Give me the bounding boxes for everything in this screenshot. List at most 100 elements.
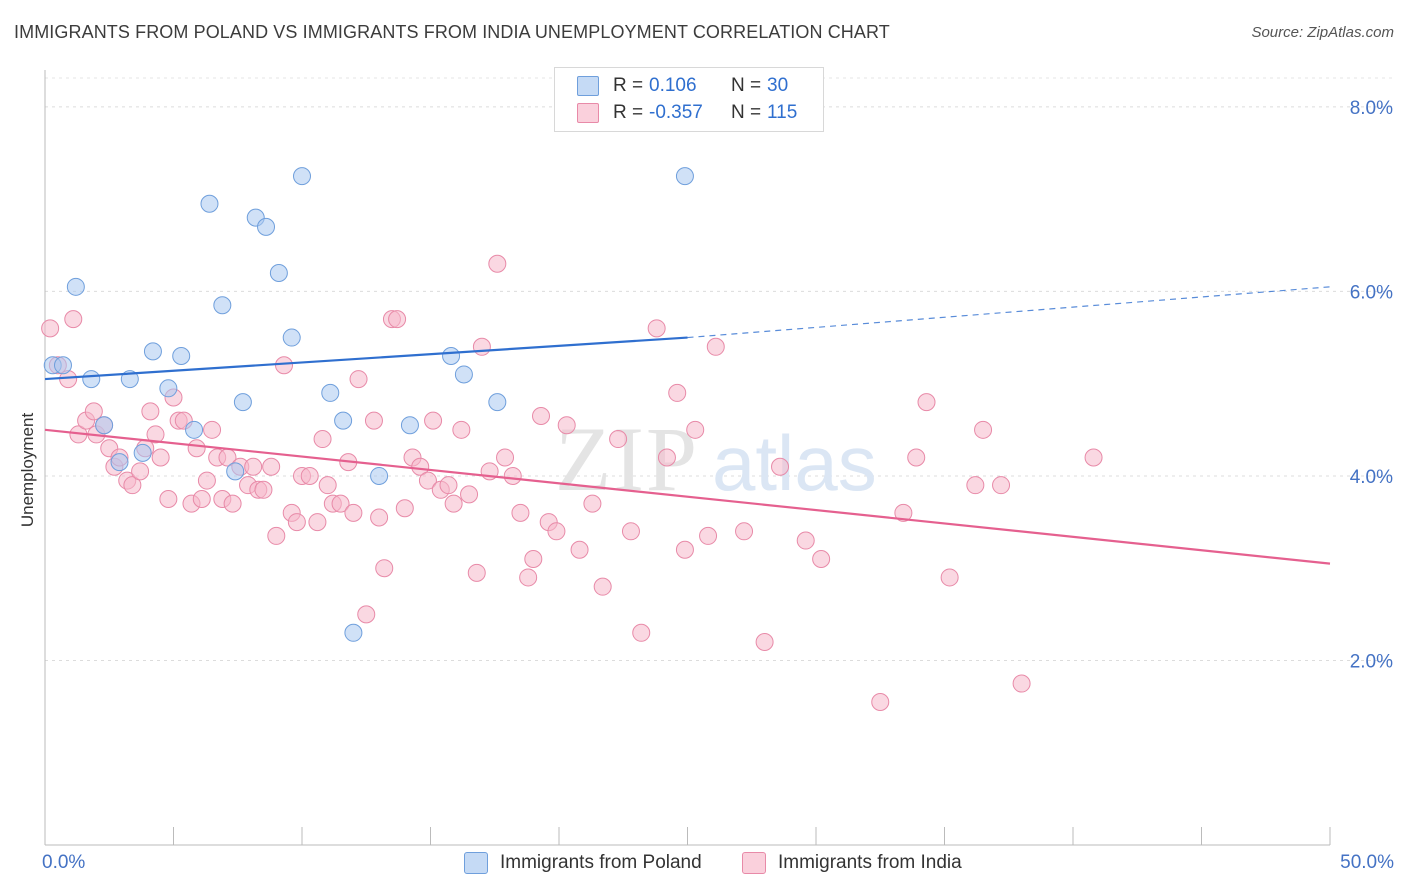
india-point [344, 503, 363, 522]
series-legend-india: Immigrants from India [742, 852, 962, 874]
india-point [123, 476, 142, 495]
series-legend-label-poland: Immigrants from Poland [500, 852, 702, 873]
poland-point [488, 393, 507, 412]
series-poland [43, 167, 694, 642]
india-point [146, 425, 165, 444]
india-point [287, 513, 306, 532]
legend-r-value: 0.106 [649, 75, 697, 96]
x-tick-label-max: 50.0% [1340, 852, 1394, 873]
poland-point [226, 462, 245, 481]
poland-point [95, 416, 114, 435]
poland-point [454, 365, 473, 384]
india-point [524, 549, 543, 568]
india-point [439, 476, 458, 495]
india-point [267, 526, 286, 545]
series-india [41, 254, 1103, 711]
india-point [141, 402, 160, 421]
legend-r-label: R = [613, 75, 644, 96]
legend-r-value: -0.357 [649, 102, 703, 123]
gridlines [45, 77, 1392, 661]
india-point [771, 457, 790, 476]
poland-point [110, 453, 129, 472]
india-point [570, 540, 589, 559]
india-point [593, 577, 612, 596]
india-point [488, 254, 507, 273]
india-point [621, 522, 640, 541]
india-point [349, 370, 368, 389]
series-legend-swatch-poland [464, 852, 488, 874]
watermark: ZIP atlas [555, 408, 877, 510]
india-point [313, 430, 332, 449]
india-point [812, 549, 831, 568]
india-point [411, 457, 430, 476]
india-point [197, 471, 216, 490]
india-point [452, 420, 471, 439]
india-point [472, 337, 491, 356]
poland-point [293, 167, 311, 186]
poland-point [344, 623, 363, 642]
india-point [308, 513, 327, 532]
legend-n-label: N = [731, 75, 762, 96]
correlation-legend: R = 0.106 N = 30 R = -0.357 N = 115 [554, 67, 824, 132]
india-point [907, 448, 926, 467]
watermark-atlas: atlas [712, 419, 877, 507]
series-legend: Immigrants from Poland Immigrants from I… [0, 852, 1406, 878]
poland-point [370, 466, 389, 485]
india-point [244, 457, 263, 476]
india-point [460, 485, 479, 504]
india-point [532, 406, 551, 425]
india-point [151, 448, 170, 467]
india-point [1012, 674, 1031, 693]
legend-n-label: N = [731, 102, 762, 123]
series-legend-swatch-india [742, 852, 766, 874]
india-point [388, 310, 407, 329]
india-point [706, 337, 725, 356]
legend-row-india: R = -0.357 N = 115 [577, 100, 797, 126]
trend-line-india [44, 428, 1331, 565]
india-point [496, 448, 515, 467]
poland-point [675, 167, 694, 186]
india-point [735, 522, 754, 541]
india-point [940, 568, 959, 587]
india-point [331, 494, 350, 513]
india-point [675, 540, 694, 559]
india-point [187, 439, 206, 458]
india-point [467, 563, 486, 582]
india-point [357, 605, 376, 624]
legend-row-poland: R = 0.106 N = 30 [577, 73, 788, 99]
india-point [318, 476, 337, 495]
india-point [557, 416, 576, 435]
india-point [547, 522, 566, 541]
india-point [583, 494, 602, 513]
y-tick-label: 6.0% [1350, 282, 1393, 303]
poland-point [143, 342, 162, 361]
poland-point [334, 411, 353, 430]
india-point [370, 508, 389, 527]
india-point [686, 420, 705, 439]
india-point [609, 430, 628, 449]
poland-point [257, 217, 276, 236]
poland-point [233, 393, 252, 412]
india-point [1084, 448, 1103, 467]
india-point [966, 476, 985, 495]
india-point [699, 526, 718, 545]
india-point [632, 623, 651, 642]
poland-point [82, 370, 101, 389]
india-point [223, 494, 242, 513]
series-legend-label-india: Immigrants from India [778, 852, 962, 873]
india-point [668, 383, 687, 402]
poland-point [66, 277, 85, 296]
india-point [519, 568, 538, 587]
india-point [424, 411, 443, 430]
india-point [503, 466, 522, 485]
india-point [755, 633, 774, 652]
poland-point [200, 194, 219, 213]
poland-point [172, 347, 191, 366]
india-point [41, 319, 60, 338]
india-point [444, 494, 463, 513]
india-point [375, 559, 394, 578]
y-tick-label: 2.0% [1350, 651, 1393, 672]
poland-point [159, 379, 178, 398]
series-legend-poland: Immigrants from Poland [464, 852, 702, 874]
